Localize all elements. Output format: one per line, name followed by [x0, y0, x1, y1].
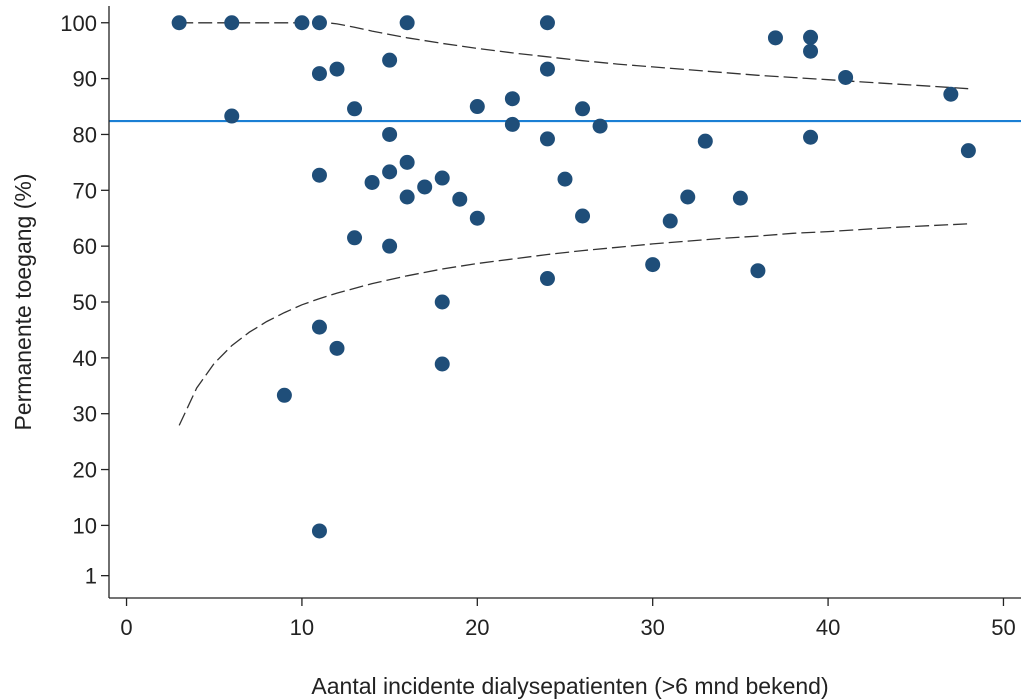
data-point: [224, 108, 240, 124]
data-point: [575, 208, 591, 224]
data-point: [838, 69, 854, 85]
data-point: [469, 210, 485, 226]
data-point: [539, 15, 555, 31]
y-tick-label: 50: [73, 290, 97, 315]
data-point: [803, 29, 819, 45]
x-tick-label: 30: [640, 615, 664, 640]
data-point: [803, 43, 819, 59]
data-point: [382, 52, 398, 68]
upper-control-limit: [179, 22, 969, 90]
data-point: [732, 190, 748, 206]
lower-control-limit: [178, 223, 969, 426]
data-point: [592, 118, 608, 134]
data-point: [434, 170, 450, 186]
data-point: [224, 15, 240, 31]
data-point: [311, 167, 327, 183]
data-point: [452, 191, 468, 207]
data-point: [504, 91, 520, 107]
y-tick-label: 20: [73, 458, 97, 483]
data-point: [680, 189, 696, 205]
data-point: [697, 133, 713, 149]
y-axis-title: Permanente toegang (%): [10, 174, 36, 431]
data-point: [311, 66, 327, 82]
data-point: [557, 171, 573, 187]
data-point: [575, 101, 591, 117]
data-point: [382, 238, 398, 254]
data-point: [767, 30, 783, 46]
y-tick-label: 10: [73, 513, 97, 538]
x-tick-label: 10: [290, 615, 314, 640]
data-point: [750, 263, 766, 279]
data-point: [943, 86, 959, 102]
data-point: [504, 116, 520, 132]
data-point: [329, 340, 345, 356]
data-point: [399, 154, 415, 170]
x-tick-label: 0: [120, 615, 132, 640]
data-point: [539, 271, 555, 287]
data-point: [382, 126, 398, 142]
y-tick-label: 100: [60, 11, 97, 36]
data-point: [347, 101, 363, 117]
data-point: [960, 143, 976, 159]
data-point: [311, 15, 327, 31]
data-point: [276, 387, 292, 403]
y-tick-label: 60: [73, 234, 97, 259]
x-axis-ticks: 0 10 20 30 40 50: [120, 598, 1016, 640]
data-point: [539, 61, 555, 77]
data-point: [399, 15, 415, 31]
x-axis-title: Aantal incidente dialysepatienten (>6 mn…: [311, 673, 828, 699]
x-tick-label: 20: [465, 615, 489, 640]
data-point: [434, 356, 450, 372]
data-point: [539, 131, 555, 147]
data-point: [662, 213, 678, 229]
y-tick-label: 30: [73, 402, 97, 427]
y-axis-ticks: 1 10 20 30 40 50 60 70 80 90 100: [60, 11, 109, 589]
data-point: [803, 129, 819, 145]
data-point: [311, 523, 327, 539]
data-point: [382, 164, 398, 180]
x-tick-label: 40: [816, 615, 840, 640]
data-point: [399, 189, 415, 205]
data-point: [645, 257, 661, 273]
data-point: [347, 230, 363, 246]
data-point: [469, 99, 485, 115]
y-tick-label: 40: [73, 346, 97, 371]
data-point: [364, 174, 380, 190]
y-tick-label: 1: [85, 564, 97, 589]
y-tick-label: 80: [73, 122, 97, 147]
y-tick-label: 70: [73, 178, 97, 203]
data-point: [311, 319, 327, 335]
data-point: [329, 61, 345, 77]
data-point: [434, 294, 450, 310]
y-tick-label: 90: [73, 67, 97, 92]
data-point: [294, 15, 310, 31]
data-point: [417, 179, 433, 195]
x-tick-label: 50: [991, 615, 1015, 640]
data-point: [171, 15, 187, 31]
plot-area: [109, 15, 1021, 539]
